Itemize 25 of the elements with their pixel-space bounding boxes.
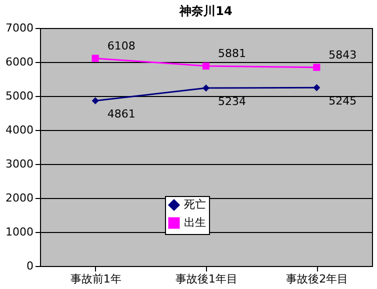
legend-label: 死亡 bbox=[184, 198, 206, 211]
x-tick-label: 事故後1年目 bbox=[176, 272, 238, 286]
point bbox=[313, 84, 320, 92]
y-tick-label: 2000 bbox=[6, 192, 34, 204]
y-tick-label: 7000 bbox=[6, 22, 34, 34]
x-tick-label: 事故前1年 bbox=[70, 272, 122, 286]
y-tick-label: 6000 bbox=[6, 56, 34, 68]
y-tick-label: 5000 bbox=[6, 90, 34, 102]
y-tick-label: 1000 bbox=[6, 226, 34, 238]
data-label: 4861 bbox=[107, 108, 136, 121]
data-label: 6108 bbox=[107, 39, 136, 52]
point bbox=[92, 97, 99, 104]
point bbox=[92, 54, 99, 62]
point bbox=[202, 84, 210, 92]
data-label: 5234 bbox=[218, 95, 246, 108]
y-tick-label: 0 bbox=[26, 260, 34, 272]
data-label: 5843 bbox=[328, 48, 357, 62]
point bbox=[202, 62, 210, 70]
legend-label: 出生 bbox=[184, 216, 206, 229]
point bbox=[313, 64, 320, 71]
chart-title: 神奈川14 bbox=[178, 4, 232, 18]
y-tick-label: 4000 bbox=[6, 124, 34, 136]
data-label: 5881 bbox=[218, 47, 246, 60]
x-tick-label: 事故後2年目 bbox=[286, 272, 348, 286]
y-tick-label: 3000 bbox=[6, 158, 34, 170]
